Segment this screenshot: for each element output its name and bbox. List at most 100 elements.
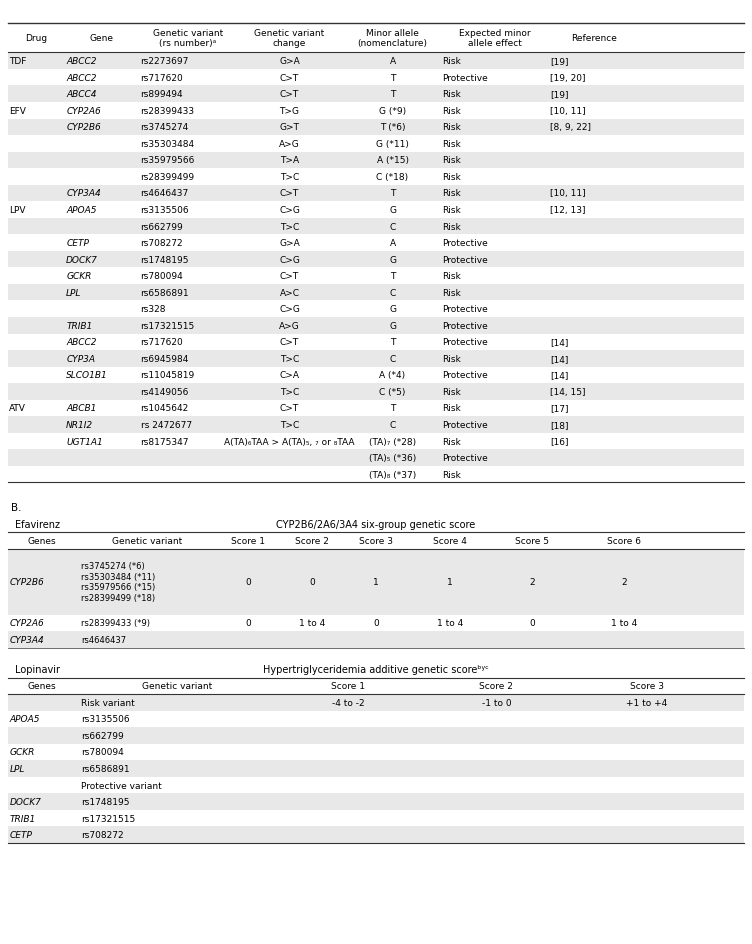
Text: Lopinavir: Lopinavir bbox=[15, 665, 60, 675]
Text: Protective: Protective bbox=[442, 255, 488, 264]
Bar bbox=[8, 87, 744, 103]
Text: LPL: LPL bbox=[66, 288, 81, 297]
Text: C>T: C>T bbox=[280, 189, 299, 198]
Bar bbox=[8, 632, 744, 648]
Text: rs28399433 (*9): rs28399433 (*9) bbox=[81, 618, 150, 628]
Text: A: A bbox=[390, 239, 396, 248]
Text: APOA5: APOA5 bbox=[10, 715, 41, 724]
Text: CYP2B6: CYP2B6 bbox=[10, 578, 44, 586]
Text: rs1748195: rs1748195 bbox=[81, 797, 129, 806]
Text: [10, 11]: [10, 11] bbox=[550, 189, 586, 198]
Text: rs662799: rs662799 bbox=[81, 731, 124, 740]
Text: rs28399499: rs28399499 bbox=[141, 173, 195, 182]
Bar bbox=[8, 268, 744, 284]
Bar bbox=[8, 185, 744, 202]
Text: rs11045819: rs11045819 bbox=[141, 371, 195, 380]
Text: Risk: Risk bbox=[442, 470, 461, 480]
Text: CYP3A4: CYP3A4 bbox=[66, 189, 101, 198]
Text: Score 1: Score 1 bbox=[231, 536, 265, 546]
Text: C (*5): C (*5) bbox=[379, 387, 406, 396]
Bar bbox=[8, 810, 744, 826]
Text: [10, 11]: [10, 11] bbox=[550, 107, 586, 116]
Text: EFV: EFV bbox=[9, 107, 26, 116]
Bar bbox=[8, 152, 744, 169]
Text: Risk: Risk bbox=[442, 173, 461, 182]
Bar bbox=[8, 793, 744, 810]
Text: 1: 1 bbox=[447, 578, 453, 586]
Bar bbox=[8, 416, 744, 433]
Text: G (*11): G (*11) bbox=[376, 140, 409, 149]
Text: rs708272: rs708272 bbox=[81, 830, 124, 839]
Bar bbox=[8, 548, 744, 615]
Text: T (*6): T (*6) bbox=[380, 123, 405, 132]
Text: 2: 2 bbox=[621, 578, 627, 586]
Text: T>G: T>G bbox=[280, 107, 299, 116]
Text: ABCC2: ABCC2 bbox=[66, 57, 97, 66]
Text: [14]: [14] bbox=[550, 371, 569, 380]
Text: Risk: Risk bbox=[442, 206, 461, 215]
Text: Hypertriglyceridemia additive genetic scoreᵇʸᶜ: Hypertriglyceridemia additive genetic sc… bbox=[263, 665, 489, 675]
Text: T>A: T>A bbox=[280, 156, 299, 165]
Text: Gene: Gene bbox=[89, 34, 114, 43]
Bar bbox=[8, 350, 744, 367]
Bar bbox=[8, 103, 744, 119]
Text: rs4646437: rs4646437 bbox=[81, 635, 126, 645]
Text: 0: 0 bbox=[529, 618, 535, 628]
Text: Risk: Risk bbox=[442, 140, 461, 149]
Bar bbox=[8, 615, 744, 632]
Text: 0: 0 bbox=[309, 578, 315, 586]
Text: C>G: C>G bbox=[279, 255, 300, 264]
Text: Risk: Risk bbox=[442, 189, 461, 198]
Bar bbox=[8, 235, 744, 251]
Text: 0: 0 bbox=[245, 578, 251, 586]
Text: rs328: rs328 bbox=[141, 305, 166, 314]
Text: Minor allele
(nomenclature): Minor allele (nomenclature) bbox=[357, 28, 428, 48]
Text: [14, 15]: [14, 15] bbox=[550, 387, 586, 396]
Text: 1 to 4: 1 to 4 bbox=[437, 618, 462, 628]
Text: 0: 0 bbox=[245, 618, 251, 628]
Text: Risk: Risk bbox=[442, 272, 461, 281]
Text: CYP3A: CYP3A bbox=[66, 354, 96, 363]
Text: rs4646437: rs4646437 bbox=[141, 189, 189, 198]
Text: C>T: C>T bbox=[280, 90, 299, 99]
Text: Risk: Risk bbox=[442, 90, 461, 99]
Text: T>C: T>C bbox=[280, 420, 299, 430]
Bar bbox=[8, 433, 744, 449]
Bar bbox=[8, 119, 744, 136]
Text: 1 to 4: 1 to 4 bbox=[611, 618, 637, 628]
Bar bbox=[8, 136, 744, 152]
Text: Protective: Protective bbox=[442, 338, 488, 347]
Text: CYP3A4: CYP3A4 bbox=[10, 635, 44, 645]
Text: Score 3: Score 3 bbox=[359, 536, 393, 546]
Text: rs708272: rs708272 bbox=[141, 239, 183, 248]
Text: CETP: CETP bbox=[10, 830, 32, 839]
Text: T: T bbox=[390, 404, 396, 413]
Text: rs17321515: rs17321515 bbox=[81, 814, 135, 823]
Text: T>C: T>C bbox=[280, 222, 299, 231]
Text: G: G bbox=[389, 305, 396, 314]
Bar bbox=[8, 515, 744, 532]
Bar bbox=[8, 301, 744, 317]
Text: Genes: Genes bbox=[27, 536, 56, 546]
Text: [12, 13]: [12, 13] bbox=[550, 206, 586, 215]
Text: 1: 1 bbox=[373, 578, 379, 586]
Text: TDF: TDF bbox=[9, 57, 26, 66]
Text: A (*15): A (*15) bbox=[377, 156, 408, 165]
Text: G: G bbox=[389, 321, 396, 330]
Bar bbox=[8, 251, 744, 268]
Text: (TA)₇ (*28): (TA)₇ (*28) bbox=[369, 437, 416, 447]
Text: C: C bbox=[390, 354, 396, 363]
Text: UGT1A1: UGT1A1 bbox=[66, 437, 103, 447]
Text: C>T: C>T bbox=[280, 74, 299, 83]
Bar bbox=[8, 383, 744, 400]
Bar bbox=[8, 334, 744, 350]
Text: GCKR: GCKR bbox=[10, 748, 35, 757]
Bar bbox=[8, 202, 744, 218]
Text: ATV: ATV bbox=[9, 404, 26, 413]
Text: [17]: [17] bbox=[550, 404, 569, 413]
Text: rs662799: rs662799 bbox=[141, 222, 183, 231]
Text: C: C bbox=[390, 288, 396, 297]
Text: Protective: Protective bbox=[442, 74, 488, 83]
Text: Protective variant: Protective variant bbox=[81, 781, 162, 790]
Text: (TA)₅ (*36): (TA)₅ (*36) bbox=[369, 453, 416, 463]
